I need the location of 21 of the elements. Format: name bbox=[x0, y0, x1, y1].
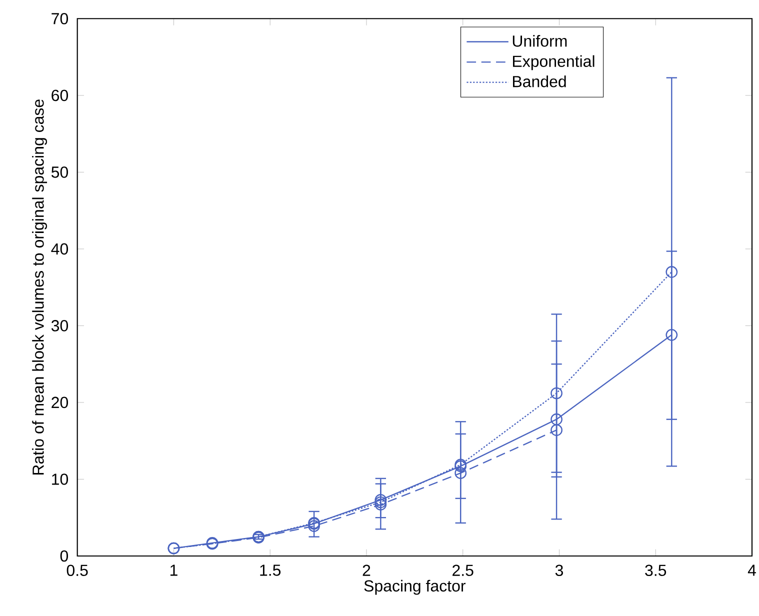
y-tick-label: 50 bbox=[51, 166, 68, 178]
y-axis-title: Ratio of mean block volumes to original spacing case bbox=[32, 100, 48, 475]
x-tick-label: 3 bbox=[555, 564, 563, 576]
legend-label: Uniform bbox=[512, 34, 567, 47]
x-tick-label: 4 bbox=[748, 564, 756, 576]
legend-label: Banded bbox=[513, 76, 566, 88]
legend-label: Exponential bbox=[513, 55, 594, 70]
x-tick-label: 1 bbox=[170, 564, 178, 576]
x-tick-label: 0.5 bbox=[66, 564, 88, 576]
y-tick-label: 0 bbox=[60, 550, 68, 562]
x-axis-title: Spacing factor bbox=[364, 580, 466, 595]
y-tick-label: 10 bbox=[52, 474, 68, 485]
y-tick-label: 60 bbox=[52, 90, 68, 102]
y-tick-label: 20 bbox=[52, 396, 68, 408]
y-tick-label: 30 bbox=[51, 320, 68, 332]
x-tick-label: 3.5 bbox=[645, 564, 666, 576]
x-tick-label: 2 bbox=[362, 564, 370, 576]
x-tick-label: 1.5 bbox=[260, 564, 281, 576]
y-tick-label: 40 bbox=[51, 243, 68, 255]
y-tick-label: 70 bbox=[52, 12, 68, 24]
x-tick-label: 2.5 bbox=[452, 564, 474, 576]
